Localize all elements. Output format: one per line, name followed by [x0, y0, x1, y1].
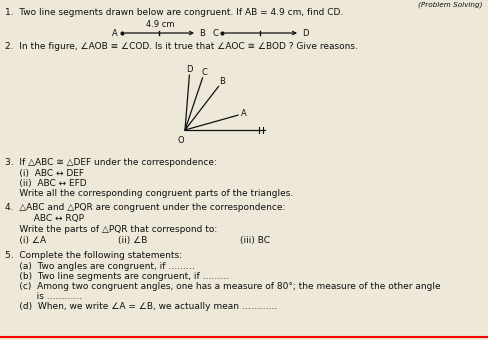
Text: Write all the corresponding congruent parts of the triangles.: Write all the corresponding congruent pa…	[5, 189, 293, 198]
Text: 4.9 cm: 4.9 cm	[146, 20, 174, 29]
Text: O: O	[178, 136, 184, 145]
Text: (iii) BC: (iii) BC	[240, 236, 270, 245]
Text: B: B	[219, 77, 225, 86]
Text: 3.  If △ABC ≅ △DEF under the correspondence:: 3. If △ABC ≅ △DEF under the corresponden…	[5, 158, 217, 167]
Text: is …………: is …………	[5, 292, 82, 301]
Text: ABC ↔ RQP: ABC ↔ RQP	[5, 214, 84, 223]
Text: Write the parts of △PQR that correspond to:: Write the parts of △PQR that correspond …	[5, 225, 217, 234]
Text: (i)  ABC ↔ DEF: (i) ABC ↔ DEF	[5, 169, 84, 178]
Text: A: A	[241, 109, 246, 118]
Text: (b)  Two line segments are congruent, if ………: (b) Two line segments are congruent, if …	[5, 272, 229, 281]
Text: (c)  Among two congruent angles, one has a measure of 80°; the measure of the ot: (c) Among two congruent angles, one has …	[5, 282, 441, 291]
Text: (ii) ∠B: (ii) ∠B	[118, 236, 147, 245]
Text: 2.  In the figure, ∠AOB ≡ ∠COD. Is it true that ∠AOC ≅ ∠BOD ? Give reasons.: 2. In the figure, ∠AOB ≡ ∠COD. Is it tru…	[5, 42, 358, 51]
Text: D: D	[186, 65, 193, 74]
Text: (Problem Solving): (Problem Solving)	[418, 2, 482, 8]
Text: 5.  Complete the following statements:: 5. Complete the following statements:	[5, 251, 182, 260]
Text: (a)  Two angles are congruent, if ………: (a) Two angles are congruent, if ………	[5, 262, 195, 271]
Text: 1.  Two line segments drawn below are congruent. If AB = 4.9 cm, find CD.: 1. Two line segments drawn below are con…	[5, 8, 343, 17]
Text: B: B	[199, 29, 205, 37]
Text: C: C	[212, 29, 218, 37]
Text: (ii)  ABC ↔ EFD: (ii) ABC ↔ EFD	[5, 179, 87, 188]
Text: (d)  When, we write ∠A = ∠B, we actually mean …………: (d) When, we write ∠A = ∠B, we actually …	[5, 302, 277, 311]
Text: D: D	[302, 29, 308, 37]
Text: C: C	[202, 68, 207, 77]
Text: (i) ∠A: (i) ∠A	[5, 236, 46, 245]
Text: A: A	[112, 29, 118, 37]
Text: 4.  △ABC and △PQR are congruent under the correspondence:: 4. △ABC and △PQR are congruent under the…	[5, 203, 285, 212]
